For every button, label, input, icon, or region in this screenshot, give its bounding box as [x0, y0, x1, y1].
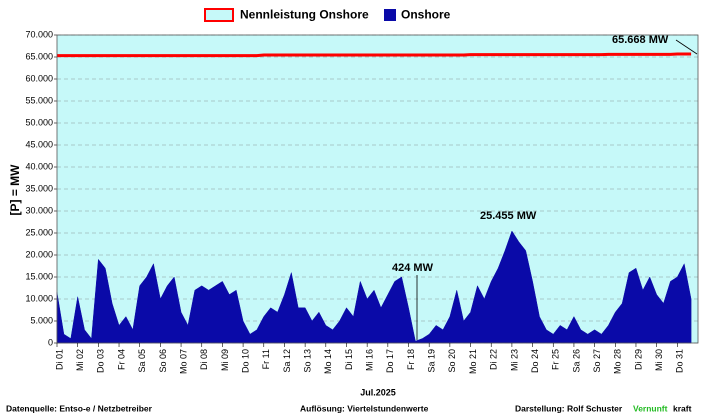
x-tick-label: Do 31 [675, 349, 685, 373]
x-tick-label: Mo 28 [613, 349, 623, 374]
x-tick-label: Do 03 [96, 349, 106, 373]
plot-frame [56, 34, 699, 344]
footer-resolution: Auflösung: Viertelstundenwerte [300, 403, 429, 413]
x-tick-label: Do 10 [240, 349, 250, 373]
y-tick-label: 25.000 [25, 227, 53, 237]
y-tick-label: 50.000 [25, 117, 53, 127]
x-tick-label: Do 17 [385, 349, 395, 373]
footer-author: Darstellung: Rolf Schuster [515, 403, 623, 413]
x-tick-label: Mi 16 [365, 349, 375, 371]
y-tick-label: 0 [48, 337, 53, 347]
legend-label: Nennleistung Onshore [240, 8, 369, 22]
x-tick-label: Di 29 [633, 349, 643, 370]
y-tick-label: 10.000 [25, 293, 53, 303]
y-tick-label: 70.000 [25, 29, 53, 39]
x-tick-label: Mi 09 [220, 349, 230, 371]
y-tick-label: 55.000 [25, 95, 53, 105]
x-tick-label: Di 15 [344, 349, 354, 370]
x-tick-label: Di 08 [199, 349, 209, 370]
footer-brand: kraft [673, 403, 692, 413]
y-tick-label: 30.000 [25, 205, 53, 215]
x-tick-label: Mi 23 [509, 349, 519, 371]
x-tick-label: So 13 [303, 349, 313, 373]
annotation-leader [675, 39, 698, 55]
x-tick-label: Sa 26 [571, 349, 581, 373]
x-tick-label: Mo 21 [468, 349, 478, 374]
y-tick-label: 60.000 [25, 73, 53, 83]
x-tick-label: So 27 [592, 349, 602, 373]
y-tick-label: 15.000 [25, 271, 53, 281]
capacity-line [57, 52, 692, 58]
x-tick-label: Mo 14 [323, 349, 333, 374]
x-tick-label: Di 01 [54, 349, 64, 370]
x-tick-label: Mi 30 [654, 349, 664, 371]
legend-label: Onshore [401, 8, 451, 22]
x-tick-label: Sa 19 [427, 349, 437, 373]
footer-source: Datenquelle: Entso-e / Netzbetreiber [6, 403, 153, 413]
legend-swatch [384, 9, 396, 21]
x-tick-label: Sa 12 [282, 349, 292, 373]
plot-area [56, 34, 698, 344]
x-tick-label: Fr 11 [261, 349, 271, 369]
y-tick-label: 40.000 [25, 161, 53, 171]
x-tick-label: Mi 02 [75, 349, 85, 371]
x-axis-label: Jul.2025 [360, 387, 396, 397]
x-tick-label: So 06 [158, 349, 168, 373]
y-tick-label: 5.000 [30, 315, 53, 325]
y-tick-label: 65.000 [25, 51, 53, 61]
footer-brand: Vernunft [633, 403, 668, 413]
area [56, 230, 692, 344]
y-tick-label: 35.000 [25, 183, 53, 193]
annotation: 424 MW [392, 262, 434, 274]
y-tick-label: 20.000 [25, 249, 53, 259]
x-tick-label: Fr 04 [116, 349, 126, 370]
y-axis-label: [P] = MW [8, 164, 22, 216]
x-tick-label: Sa 05 [137, 349, 147, 373]
x-tick-label: So 20 [447, 349, 457, 373]
x-tick-label: Fr 25 [551, 349, 561, 370]
x-tick-label: Mo 07 [178, 349, 188, 374]
x-tick-label: Do 24 [530, 349, 540, 373]
y-tick-label: 45.000 [25, 139, 53, 149]
annotation: 65.668 MW [612, 34, 669, 46]
legend-swatch [204, 8, 234, 22]
x-tick-label: Di 22 [489, 349, 499, 370]
x-tick-label: Fr 18 [406, 349, 416, 370]
annotation: 25.455 MW [480, 210, 537, 222]
